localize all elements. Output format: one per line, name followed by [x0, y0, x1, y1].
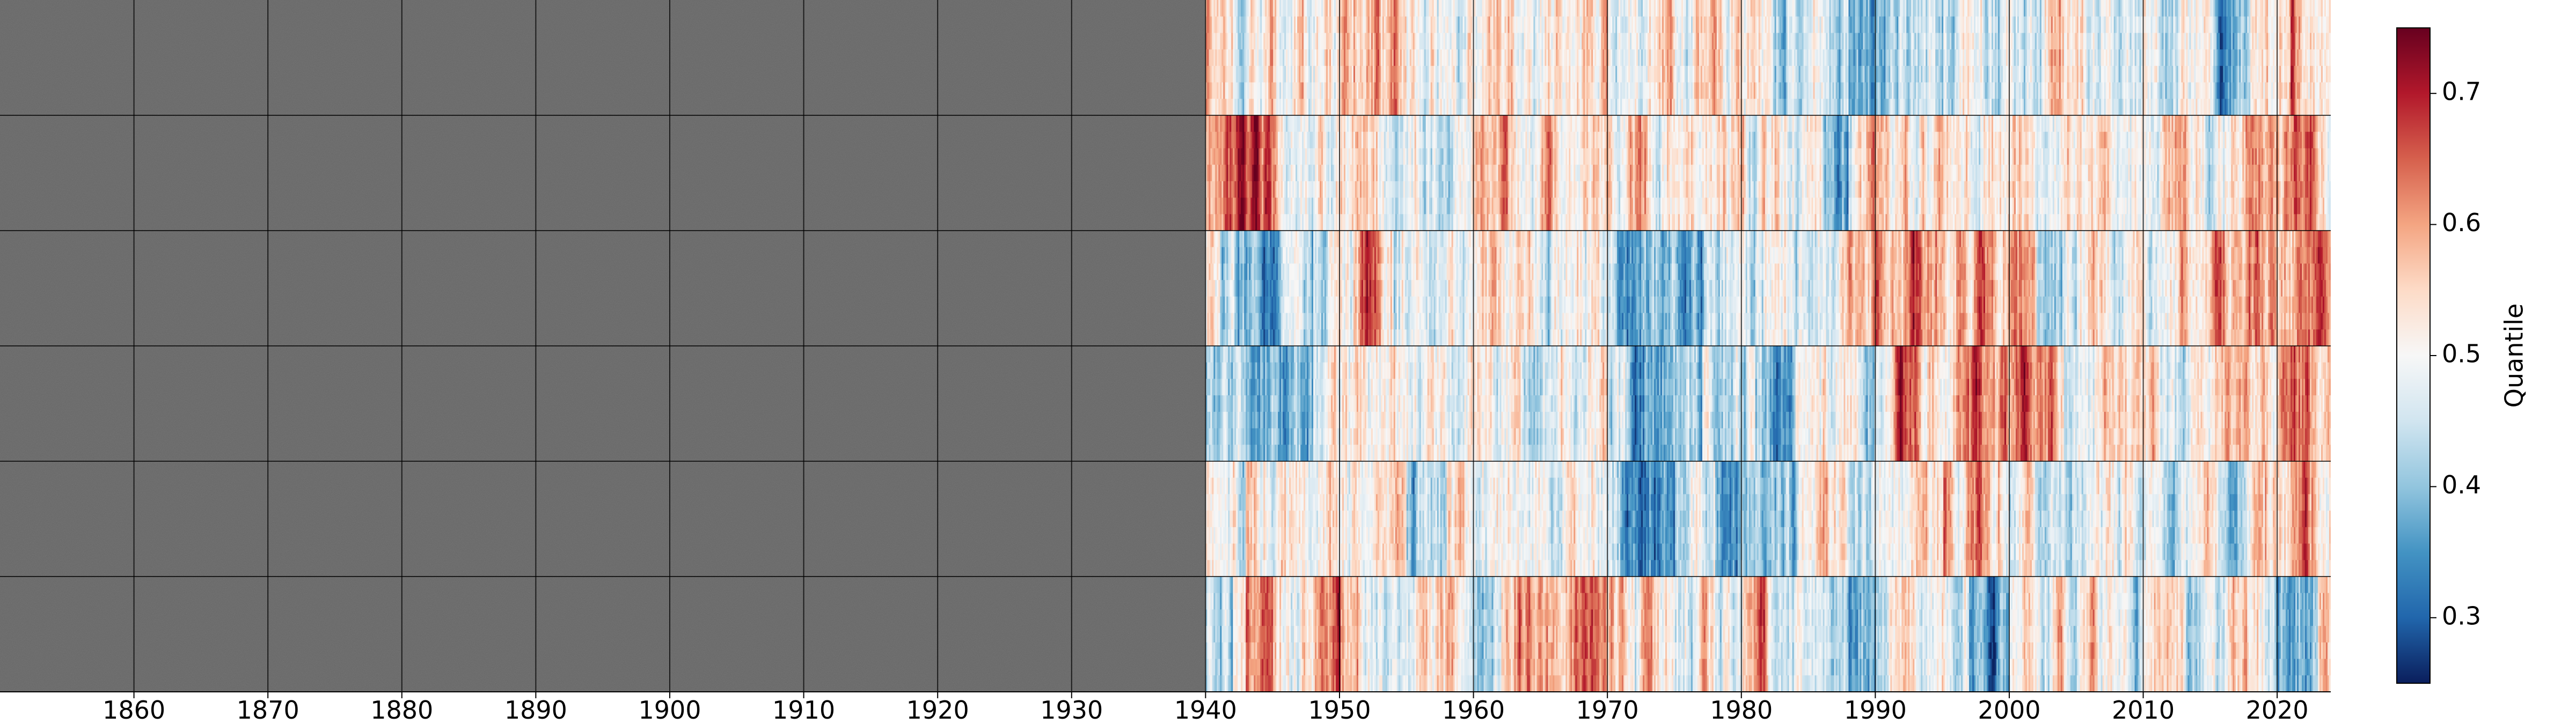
heatmap-row-1	[1205, 0, 2331, 116]
heatmap-cell	[2329, 66, 2331, 83]
heatmap-cell	[2329, 17, 2331, 33]
heatmap-cell	[2329, 0, 2331, 17]
heatmap-cell	[2329, 83, 2331, 99]
heatmap-cell	[2329, 99, 2331, 115]
plot-area	[0, 0, 2331, 692]
heatmap-cell	[2329, 49, 2331, 66]
heatmap-cell	[2329, 33, 2331, 49]
heatmap-row-2	[1205, 115, 2331, 231]
